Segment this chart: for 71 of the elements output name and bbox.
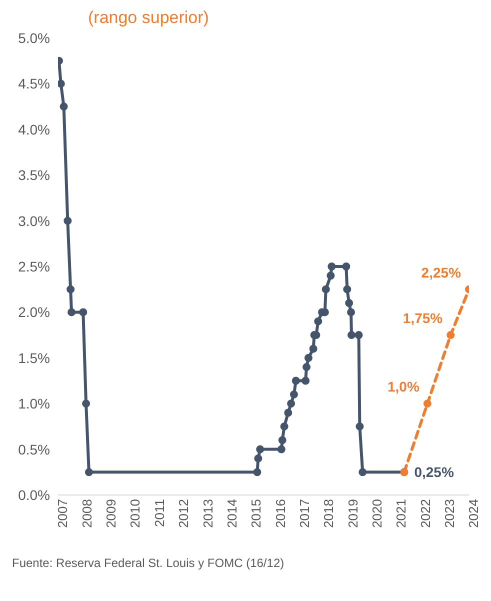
- x-tick-label: 2017: [296, 499, 312, 528]
- y-tick-label: 5.0%: [18, 30, 50, 46]
- point: [309, 344, 318, 353]
- point: [292, 376, 300, 385]
- point: [58, 80, 65, 88]
- y-tick-label: 0.0%: [18, 486, 50, 503]
- x-tick-label: 2008: [79, 499, 94, 528]
- point: [348, 331, 356, 340]
- y-tick-label: 2.0%: [18, 304, 50, 320]
- data-label: 0,25%: [414, 464, 454, 480]
- data-label: 1,0%: [387, 378, 420, 395]
- point: [79, 308, 88, 316]
- y-tick-label: 3.0%: [18, 212, 50, 229]
- x-tick-label: 2022: [418, 499, 433, 528]
- point: [347, 308, 356, 316]
- point: [358, 468, 367, 476]
- point: [345, 299, 354, 308]
- point: [446, 331, 455, 340]
- x-tick-label: 2020: [370, 499, 385, 528]
- x-tick-label: 2015: [248, 499, 264, 528]
- x-tick-label: 2007: [55, 499, 70, 528]
- y-tick-label: 1.5%: [18, 350, 50, 366]
- point: [423, 400, 432, 408]
- x-tick-label: 2019: [345, 499, 360, 528]
- data-label: 2,25%: [421, 264, 462, 280]
- point: [256, 445, 264, 454]
- point: [82, 400, 90, 408]
- point: [253, 468, 262, 476]
- point: [84, 468, 93, 476]
- point: [302, 376, 310, 385]
- x-tick-label: 2009: [104, 499, 119, 528]
- x-tick-label: 2024: [466, 499, 482, 528]
- x-tick-label: 2011: [152, 499, 167, 527]
- x-tick-label: 2016: [272, 499, 288, 528]
- x-tick-label: 2021: [394, 499, 409, 528]
- point: [322, 285, 330, 294]
- x-tick-label: 2014: [224, 499, 240, 528]
- point: [287, 400, 296, 408]
- point: [284, 408, 292, 417]
- point: [304, 354, 312, 362]
- point: [66, 285, 75, 294]
- x-tick-label: 2010: [128, 499, 143, 528]
- point: [302, 363, 311, 372]
- y-tick-label: 2.5%: [18, 258, 50, 274]
- source-note: Fuente: Reserva Federal St. Louis y FOMC (16/12): [12, 556, 286, 570]
- x-tick-label: 2013: [200, 499, 216, 528]
- point: [314, 317, 322, 326]
- point: [343, 285, 352, 294]
- point: [277, 445, 286, 454]
- point: [64, 216, 72, 225]
- point: [290, 390, 298, 398]
- point: [60, 102, 68, 111]
- x-tick-label: 2023: [442, 499, 458, 528]
- point: [354, 331, 363, 340]
- x-tick-label: 2012: [176, 499, 192, 528]
- y-tick-label: 4.5%: [18, 76, 50, 92]
- point: [326, 272, 335, 280]
- point: [278, 436, 286, 444]
- point: [356, 422, 364, 430]
- chart-title: (rango superior): [88, 8, 210, 29]
- point: [254, 454, 262, 462]
- y-tick-label: 4.0%: [18, 121, 50, 138]
- point: [68, 308, 76, 316]
- point: [280, 422, 288, 430]
- y-tick-label: 0.5%: [18, 441, 50, 458]
- point: [342, 262, 350, 270]
- point: [328, 262, 336, 270]
- y-tick-label: 1.0%: [18, 396, 50, 412]
- data-label: 1,75%: [402, 310, 444, 326]
- y-tick-label: 3.5%: [18, 167, 50, 184]
- x-tick-label: 2018: [321, 499, 336, 528]
